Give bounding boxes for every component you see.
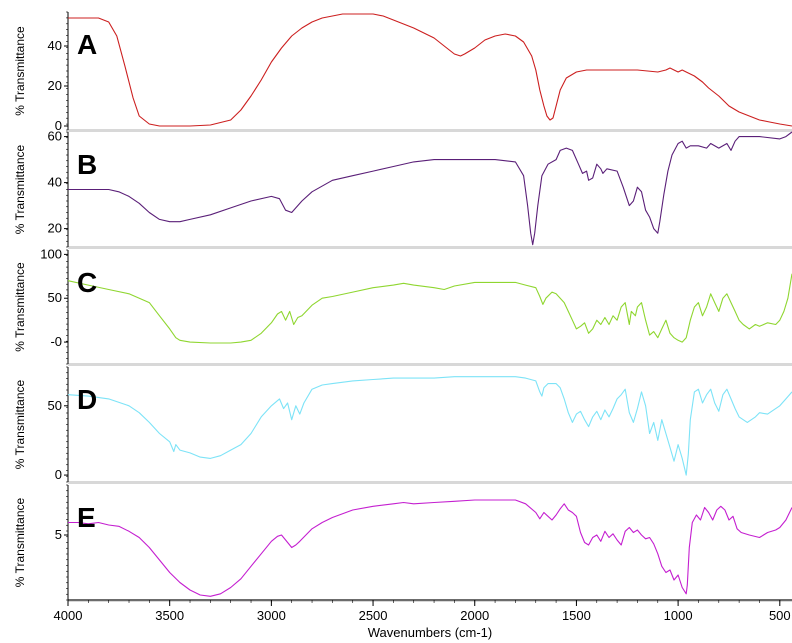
- spectrum-line-e: [68, 499, 792, 597]
- y-tick-label: 0: [55, 467, 62, 482]
- y-axis-label: % Transmittance: [13, 26, 27, 116]
- x-tick-label: 1000: [664, 608, 693, 623]
- y-tick-label: -0: [50, 334, 62, 349]
- panel-d: 0 50 % Transmittance D: [13, 366, 792, 484]
- y-tick-label: 20: [48, 221, 62, 236]
- spectrum-line-b: [68, 131, 792, 246]
- y-axis-label: % Transmittance: [13, 144, 27, 234]
- y-axis-label: % Transmittance: [13, 379, 27, 469]
- panel-a: 0 20 40 % Transmittance A: [13, 11, 792, 133]
- y-tick-label: 50: [48, 398, 62, 413]
- y-tick-label: 50: [48, 290, 62, 305]
- x-tick-label: 3000: [257, 608, 286, 623]
- panel-separator: [68, 481, 792, 484]
- panel-c: -0 50 100 % Transmittance C: [13, 246, 792, 366]
- panels-group: 0 20 40 % Transmittance A 20 40 60 % Transmittan…: [13, 11, 792, 602]
- panel-separator: [68, 129, 792, 132]
- x-tick-label: 2500: [359, 608, 388, 623]
- y-tick-label: 5: [55, 527, 62, 542]
- panel-letter-d: D: [77, 384, 97, 415]
- y-tick-label: 40: [48, 38, 62, 53]
- y-axis-label: % Transmittance: [13, 497, 27, 587]
- panel-b: 20 40 60 % Transmittance B: [13, 129, 792, 249]
- spectrum-line-d: [67, 376, 792, 476]
- y-tick-label: 20: [48, 78, 62, 93]
- y-axis-label: % Transmittance: [13, 262, 27, 352]
- panel-letter-a: A: [77, 29, 97, 60]
- x-axis: 4000 3500 3000 2500 2000 1500 1000 500: [54, 599, 792, 623]
- x-axis-label: Wavenumbers (cm-1): [368, 625, 492, 640]
- y-tick-label: 0: [55, 118, 62, 133]
- spectrum-line-c: [67, 273, 792, 344]
- panel-letter-e: E: [77, 502, 96, 533]
- x-tick-label: 500: [769, 608, 791, 623]
- x-tick-label: 3500: [155, 608, 184, 623]
- x-tick-label: 4000: [54, 608, 83, 623]
- y-tick-label: 100: [40, 246, 62, 261]
- y-tick-label: 60: [48, 129, 62, 144]
- x-tick-label: 1500: [562, 608, 591, 623]
- panel-letter-b: B: [77, 149, 97, 180]
- y-tick-label: 40: [48, 175, 62, 190]
- x-tick-label: 2000: [460, 608, 489, 623]
- panel-letter-c: C: [77, 267, 97, 298]
- spectrum-line-a: [68, 13, 792, 127]
- panel-separator: [68, 246, 792, 249]
- panel-separator: [68, 363, 792, 366]
